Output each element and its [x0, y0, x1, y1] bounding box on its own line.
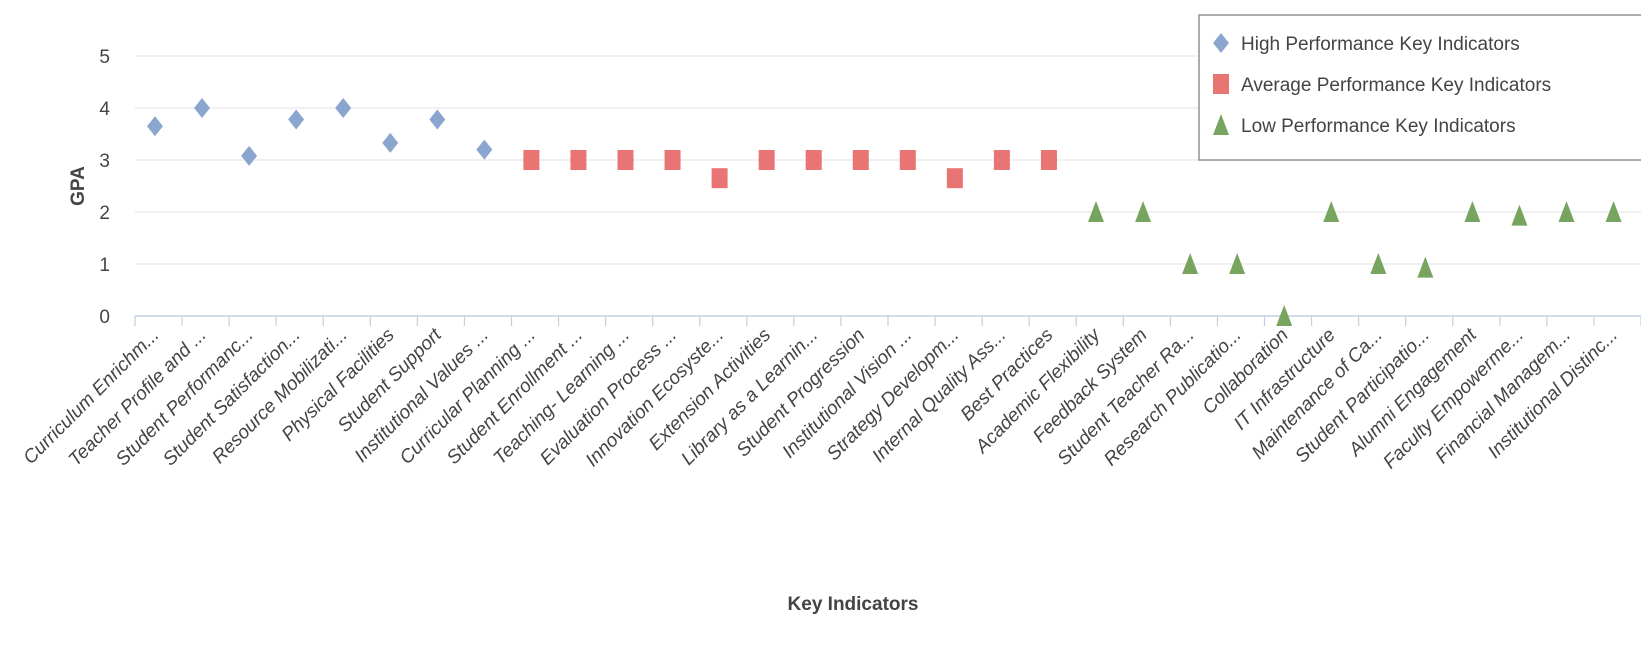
data-point-square-marker[interactable] — [1040, 150, 1057, 170]
data-point-diamond-marker[interactable] — [476, 139, 493, 160]
data-point-square-marker[interactable] — [993, 150, 1010, 170]
x-axis-title: Key Indicators — [788, 594, 919, 615]
data-point-diamond-marker[interactable] — [335, 98, 352, 118]
data-points — [147, 98, 1622, 326]
legend-label: Low Performance Key Indicators — [1241, 116, 1516, 137]
data-point-square-marker[interactable] — [617, 150, 634, 170]
legend-marker-square[interactable] — [1213, 74, 1229, 94]
data-point-triangle-marker[interactable] — [1182, 253, 1199, 274]
data-point-square-marker[interactable] — [523, 150, 540, 170]
data-point-triangle-marker[interactable] — [1605, 201, 1622, 222]
data-point-diamond-marker[interactable] — [147, 116, 163, 137]
data-point-square-marker[interactable] — [805, 150, 822, 170]
legend-marker-triangle[interactable] — [1213, 114, 1229, 135]
legend-box — [1198, 14, 1641, 161]
y-tick-label: 5 — [99, 47, 110, 68]
data-point-triangle-marker[interactable] — [1135, 201, 1152, 222]
data-point-triangle-marker[interactable] — [1511, 204, 1528, 226]
y-tick-label: 4 — [99, 99, 110, 120]
data-point-diamond-marker[interactable] — [241, 145, 258, 166]
y-tick-label: 2 — [99, 203, 110, 224]
data-point-square-marker[interactable] — [899, 150, 916, 170]
data-point-triangle-marker[interactable] — [1323, 201, 1340, 222]
y-axis-title: GPA — [68, 166, 89, 206]
data-point-triangle-marker[interactable] — [1370, 253, 1387, 274]
x-axis: Curriculum Enrichm...Teacher Profile and… — [20, 315, 1641, 473]
data-point-square-marker[interactable] — [946, 168, 963, 189]
legend[interactable]: High Performance Key Indicators Average P… — [1198, 14, 1641, 161]
y-tick-label: 3 — [99, 151, 110, 172]
data-point-triangle-marker[interactable] — [1417, 256, 1434, 278]
legend-label: High Performance Key Indicators — [1241, 34, 1520, 55]
y-axis: 0 1 2 3 4 5 — [99, 47, 110, 328]
y-tick-label: 1 — [99, 255, 110, 276]
data-point-triangle-marker[interactable] — [1558, 201, 1575, 222]
data-point-triangle-marker[interactable] — [1229, 253, 1246, 274]
data-point-diamond-marker[interactable] — [288, 109, 305, 130]
data-point-square-marker[interactable] — [852, 150, 869, 170]
data-point-square-marker[interactable] — [570, 150, 587, 170]
legend-label: Average Performance Key Indicators — [1241, 75, 1551, 96]
data-point-diamond-marker[interactable] — [429, 109, 446, 130]
y-tick-label: 0 — [99, 307, 110, 328]
legend-marker-diamond[interactable] — [1213, 33, 1229, 53]
data-point-triangle-marker[interactable] — [1276, 305, 1293, 326]
data-point-square-marker[interactable] — [664, 150, 681, 170]
data-point-triangle-marker[interactable] — [1088, 201, 1104, 222]
data-point-diamond-marker[interactable] — [194, 98, 211, 118]
data-point-triangle-marker[interactable] — [1464, 201, 1481, 222]
data-point-square-marker[interactable] — [758, 150, 775, 170]
data-point-square-marker[interactable] — [711, 168, 728, 189]
data-point-diamond-marker[interactable] — [382, 132, 399, 153]
